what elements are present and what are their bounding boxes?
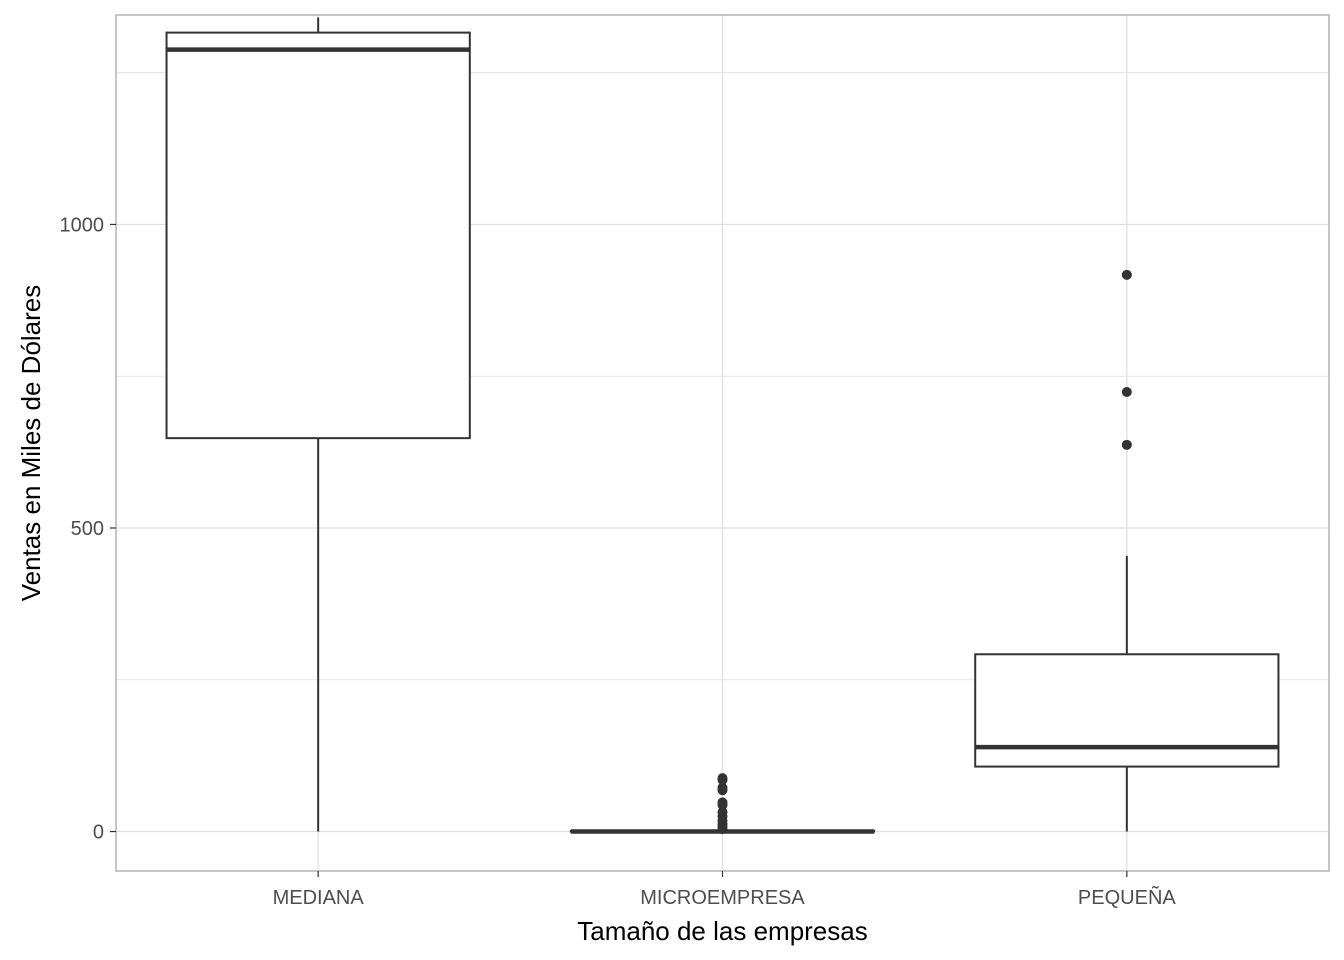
box-microempresa <box>569 773 876 835</box>
x-tick-label: MEDIANA <box>273 887 365 909</box>
outlier-point <box>1121 387 1132 398</box>
box-pequeña <box>974 269 1280 832</box>
outlier-point <box>1121 269 1132 280</box>
y-tick-label: 1000 <box>60 214 105 236</box>
x-tick-label: MICROEMPRESA <box>640 887 805 909</box>
y-axis-ticks: 0 500 1000 <box>60 214 116 844</box>
y-axis-title: Ventas en Miles de Dólares <box>16 285 46 602</box>
y-tick-label: 0 <box>93 822 104 844</box>
iqr-box <box>165 31 471 440</box>
outlier-point <box>1121 439 1132 450</box>
outlier-point <box>717 773 728 784</box>
y-tick-label: 500 <box>71 518 104 540</box>
box-series <box>165 17 1280 835</box>
outlier-point <box>717 797 728 808</box>
outlier-point <box>717 782 728 793</box>
x-axis-ticks: MEDIANA MICROEMPRESA PEQUEÑA <box>273 871 1176 909</box>
x-tick-label: PEQUEÑA <box>1078 885 1176 909</box>
box-mediana <box>165 17 471 832</box>
iqr-box <box>974 653 1280 768</box>
x-axis-title: Tamaño de las empresas <box>577 916 867 946</box>
outlier-point <box>717 807 728 818</box>
